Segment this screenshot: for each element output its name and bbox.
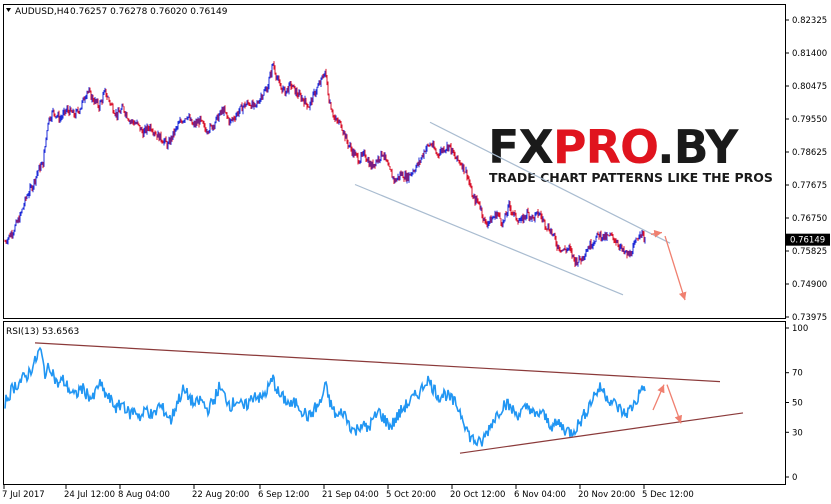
rsi-triangle-lower [459,412,744,454]
price-tick-label: 0.74900 [792,280,827,290]
time-tick-label: 5 Oct 20:00 [386,490,436,500]
axis-layer: 0.82325 0.81400 0.80475 0.79550 0.78625 0.776… [2,16,830,500]
price-tick-label: 0.81400 [792,49,827,59]
rsi-line [4,346,646,447]
collapse-triangle-icon[interactable] [6,8,11,12]
price-tick-label: 0.79550 [792,115,827,125]
watermark-tagline: TRADE CHART PATTERNS LIKE THE PROS [489,170,773,185]
price-tick-label: 0.73975 [792,313,827,323]
last-price-label: 0.76149 [790,236,825,246]
price-projection-arrow [650,229,663,238]
time-tick-label: 5 Dec 12:00 [642,490,694,500]
time-tick-label: 20 Nov 20:00 [578,490,635,500]
rsi-projection-arrow [652,384,665,411]
rsi-label: RSI(13) 53.6563 [6,327,79,337]
time-tick-label: 6 Nov 04:00 [514,490,566,500]
price-panel [3,4,786,319]
price-tick-label: 0.77675 [792,181,827,191]
watermark-logo-part: PRO [553,120,657,174]
price-tick-label: 0.80475 [792,82,827,92]
price-tick-label: 0.82325 [792,16,827,26]
last-price-tag [786,233,830,246]
time-tick-label: 21 Sep 04:00 [322,490,379,500]
rsi-triangle-upper [34,342,721,383]
rsi-layer [4,342,744,454]
rsi-projection-arrow [666,384,683,424]
time-tick-label: 20 Oct 12:00 [450,490,505,500]
time-tick-label: 24 Jul 12:00 [64,490,115,500]
time-tick-label: 8 Aug 04:00 [118,490,170,500]
rsi-tick-label: 0 [792,473,797,483]
rsi-tick-label: 30 [792,428,803,438]
symbol-label: AUDUSD,H4 [15,7,70,17]
time-tick-label: 22 Aug 20:00 [192,490,249,500]
rsi-tick-label: 50 [792,399,803,409]
watermark-logo-text: FXPRO.BY [488,120,739,174]
watermark-logo-part: .BY [657,120,739,174]
watermark-logo-part: FX [488,120,553,174]
price-layer [4,61,687,301]
channel-upper-line [429,121,671,244]
ohlc-values: 0.76257 0.76278 0.76020 0.76149 [70,7,228,17]
rsi-panel [3,321,786,485]
time-tick-label: 7 Jul 2017 [2,490,45,500]
price-tick-label: 0.78625 [792,148,827,158]
time-tick-label: 6 Sep 12:00 [258,490,309,500]
price-projection-arrow [664,235,687,301]
watermark-logo: FXPRO.BY TRADE CHART PATTERNS LIKE THE P… [488,120,773,185]
rsi-tick-label: 100 [792,324,808,334]
channel-lower-line [354,183,624,296]
rsi-tick-label: 70 [792,369,803,379]
price-tick-label: 0.75825 [792,247,827,257]
price-tick-label: 0.76750 [792,214,827,224]
